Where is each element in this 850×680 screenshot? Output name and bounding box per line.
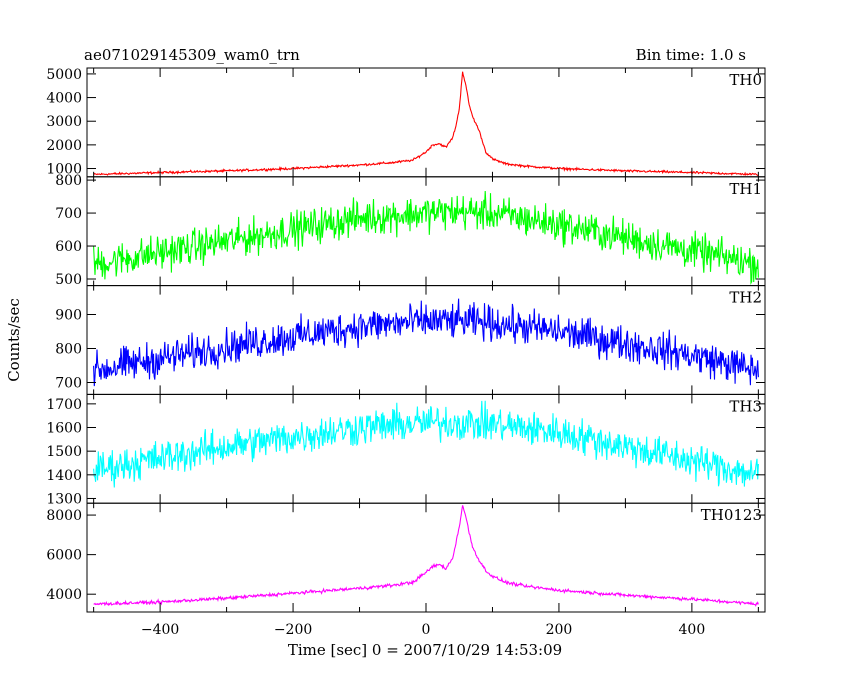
y-tick-label: 8000	[46, 508, 82, 524]
x-axis-label: Time [sec] 0 = 2007/10/29 14:53:09	[288, 641, 562, 659]
panel-th2: 700 800 900 TH2	[55, 285, 766, 395]
panel-th0: 1000 2000 3000 4000 5000 TH0	[46, 67, 766, 178]
y-tick-label: 1400	[46, 468, 82, 484]
y-tick-label: 6000	[46, 548, 82, 564]
y-axis-label: Counts/sec	[5, 298, 23, 382]
panel-frame	[86, 67, 766, 178]
x-tick-label: 400	[679, 622, 706, 638]
panel-label-th2: TH2	[729, 289, 762, 307]
y-tick-label: 800	[55, 173, 82, 189]
series-line-th0123	[93, 505, 759, 607]
y-tick-label: 1000	[46, 162, 82, 178]
y-tick-label: 1300	[46, 491, 82, 507]
y-tick-label: 2000	[46, 138, 82, 154]
x-tick-label: 200	[546, 622, 573, 638]
series-line-th3	[93, 400, 759, 488]
series-line-th0	[93, 71, 759, 177]
panel-label-th0123: TH0123	[701, 506, 762, 524]
x-tick-label: −400	[141, 622, 179, 638]
y-tick-label: 600	[55, 239, 82, 255]
y-tick-label: 500	[55, 272, 82, 288]
panel-th0123: 4000 6000 8000 TH0123 −400 −200 0 200 400	[46, 502, 766, 638]
y-tick-label: 900	[55, 308, 82, 324]
panel-label-th3: TH3	[729, 397, 762, 415]
panel-th1: 500 600 700 800 TH1	[55, 173, 766, 288]
y-tick-label: 800	[55, 342, 82, 358]
chart-title-left: ae071029145309_wam0_trn	[84, 46, 300, 64]
y-tick-label: 1700	[46, 397, 82, 413]
y-tick-label: 700	[55, 206, 82, 222]
y-tick-label: 4000	[46, 587, 82, 603]
panel-th3: 1300 1400 1500 1600 1700 TH3	[46, 393, 766, 507]
x-tick-label: −200	[274, 622, 312, 638]
y-tick-label: 5000	[46, 67, 82, 83]
panel-label-th0: TH0	[729, 71, 762, 89]
chart-title-right: Bin time: 1.0 s	[636, 46, 746, 64]
panel-frame	[86, 176, 766, 287]
y-tick-label: 1600	[46, 421, 82, 437]
panel-frame	[86, 502, 766, 613]
series-line-th1	[93, 190, 759, 285]
panel-label-th1: TH1	[729, 180, 762, 198]
y-tick-label: 700	[55, 376, 82, 392]
y-tick-label: 1500	[46, 444, 82, 460]
x-tick-label: 0	[422, 622, 431, 638]
series-line-th2	[93, 298, 759, 387]
y-tick-label: 3000	[46, 114, 82, 130]
y-tick-label: 4000	[46, 91, 82, 107]
